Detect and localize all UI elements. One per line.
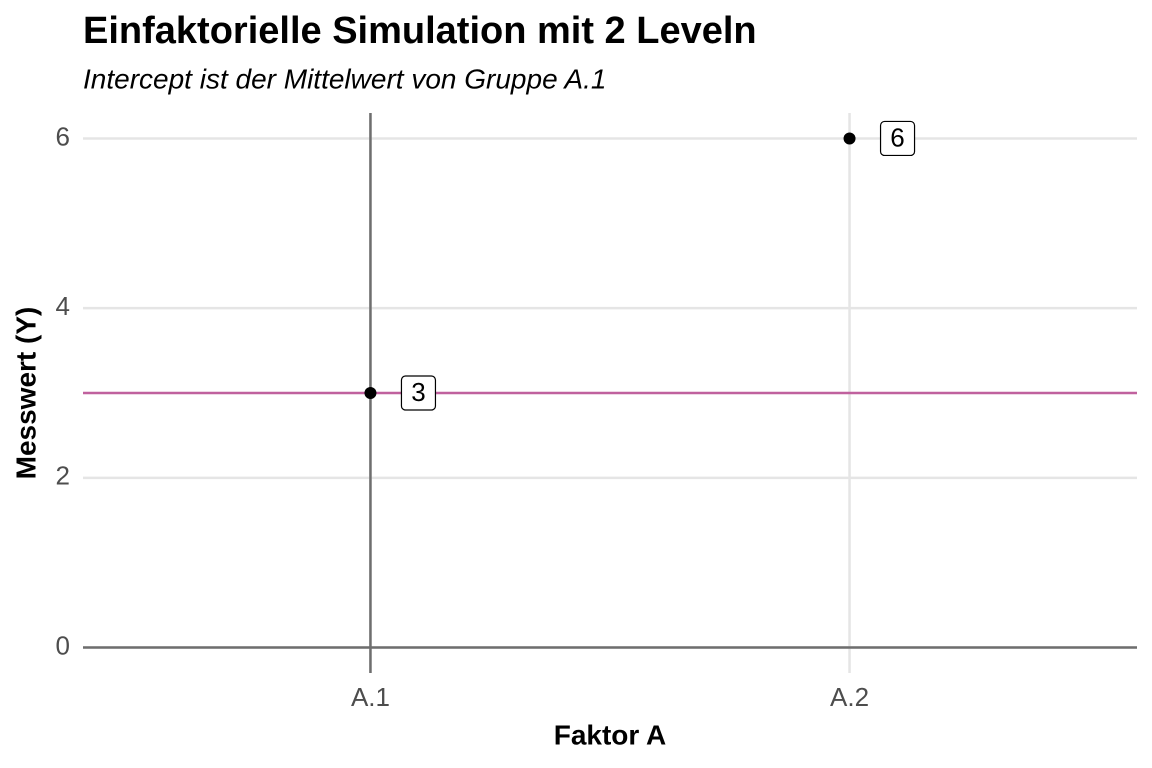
point: [364, 387, 377, 399]
label-box: [400, 375, 437, 411]
y-tick-label: 2: [56, 461, 70, 491]
data-label: 3: [411, 377, 425, 407]
chart-subtitle: Intercept ist der Mittelwert von Gruppe …: [83, 63, 606, 94]
y-tick-label: 0: [56, 630, 70, 660]
x-tick-label: A.1: [351, 682, 390, 712]
point: [843, 132, 856, 145]
chart-title: Einfaktorielle Simulation mit 2 Leveln: [83, 10, 757, 52]
x-axis-label: Faktor A: [554, 719, 667, 750]
x-tick-label: A.2: [830, 682, 869, 712]
label-box: [879, 120, 916, 157]
data-label: 6: [890, 122, 904, 152]
y-axis-label: Messwert (Y): [10, 307, 41, 480]
y-tick-label: 4: [56, 291, 70, 321]
y-tick-label: 6: [56, 121, 70, 151]
